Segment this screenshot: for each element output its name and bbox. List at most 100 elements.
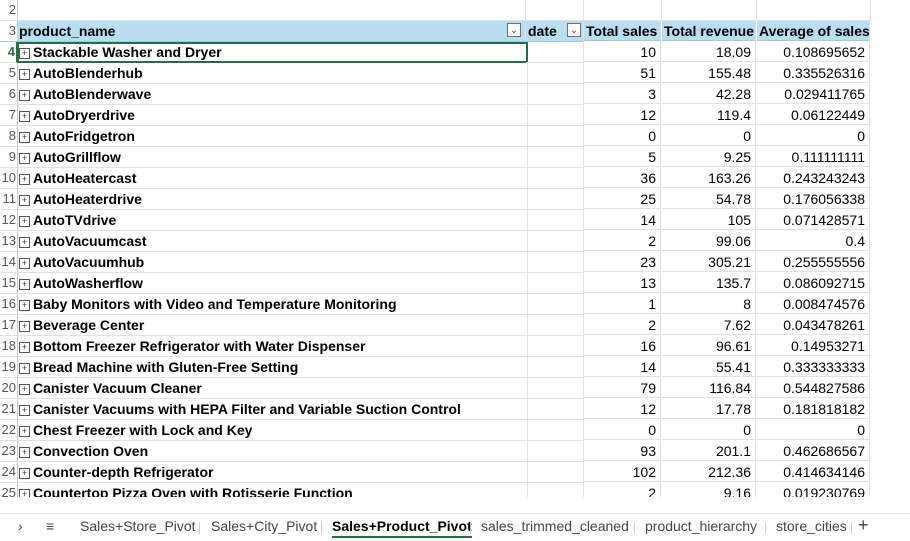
row-number[interactable]: 19 (0, 357, 18, 378)
total-sales-cell[interactable]: 10 (584, 42, 661, 62)
plus-icon[interactable]: + (858, 515, 869, 535)
expand-icon[interactable]: + (19, 468, 30, 479)
date-cell[interactable] (526, 441, 584, 462)
total-sales-cell[interactable]: 16 (584, 336, 661, 356)
product-name-cell[interactable]: + AutoVacuumhub (17, 252, 528, 273)
product-name-cell[interactable]: + AutoFridgetron (17, 126, 528, 147)
product-name-cell[interactable]: + AutoTVdrive (17, 210, 528, 231)
expand-icon[interactable]: + (19, 48, 30, 59)
row-number[interactable]: 25 (0, 483, 18, 497)
expand-icon[interactable]: + (19, 111, 30, 122)
date-cell[interactable] (526, 399, 584, 420)
average-of-sales-cell[interactable]: 0 (757, 126, 870, 146)
total-sales-cell[interactable]: 12 (584, 105, 661, 125)
total-revenue-cell[interactable]: 8 (662, 294, 756, 314)
total-sales-cell[interactable]: 2 (584, 231, 661, 251)
average-of-sales-cell[interactable]: 0.029411765 (757, 84, 870, 104)
average-of-sales-cell[interactable]: 0.544827586 (757, 378, 870, 398)
cell[interactable] (526, 0, 584, 21)
total-sales-cell[interactable]: 36 (584, 168, 661, 188)
row-number[interactable]: 8 (0, 126, 18, 147)
product-name-cell[interactable]: + AutoGrillflow (17, 147, 528, 168)
expand-icon[interactable]: + (19, 384, 30, 395)
row-number[interactable]: 7 (0, 105, 18, 126)
total-sales-cell[interactable]: 1 (584, 294, 661, 314)
row-number[interactable]: 4 (0, 42, 18, 63)
product-name-cell[interactable]: + Chest Freezer with Lock and Key (17, 420, 528, 441)
average-of-sales-cell[interactable]: 0.414634146 (757, 462, 870, 482)
average-of-sales-cell[interactable]: 0.008474576 (757, 294, 870, 314)
total-sales-cell[interactable]: 51 (584, 63, 661, 83)
row-number[interactable]: 6 (0, 84, 18, 105)
tab-store-cities[interactable]: store_cities (776, 518, 847, 534)
total-revenue-cell[interactable]: 0 (662, 420, 756, 440)
row-number[interactable]: 11 (0, 189, 18, 210)
total-revenue-cell[interactable]: 201.1 (662, 441, 756, 461)
expand-icon[interactable]: + (19, 195, 30, 206)
expand-icon[interactable]: + (19, 489, 30, 497)
average-of-sales-cell[interactable]: 0.243243243 (757, 168, 870, 188)
date-cell[interactable] (526, 210, 584, 231)
average-of-sales-cell[interactable]: 0.4 (757, 231, 870, 251)
product-name-cell[interactable]: + Canister Vacuums with HEPA Filter and V… (17, 399, 528, 420)
total-sales-cell[interactable]: 3 (584, 84, 661, 104)
total-sales-cell[interactable]: 102 (584, 462, 661, 482)
tab-product-hierarchy[interactable]: product_hierarchy (645, 518, 758, 534)
header-total-revenue[interactable]: Total revenue (662, 21, 756, 41)
expand-icon[interactable]: + (19, 153, 30, 164)
row-number[interactable]: 23 (0, 441, 18, 462)
product-name-cell[interactable]: + Baby Monitors with Video and Temperatur… (17, 294, 528, 315)
row-number[interactable]: 16 (0, 294, 18, 315)
tab-sales-city-pivot[interactable]: Sales+City_Pivot (211, 518, 318, 534)
total-sales-cell[interactable]: 14 (584, 357, 661, 377)
expand-icon[interactable]: + (19, 174, 30, 185)
total-revenue-cell[interactable]: 96.61 (662, 336, 756, 356)
date-cell[interactable] (526, 483, 584, 497)
spreadsheet-grid[interactable]: 2 3 product_name ⌄ date ⌄ Total sales To… (0, 0, 910, 497)
expand-icon[interactable]: + (19, 321, 30, 332)
product-name-cell[interactable]: + Countertop Pizza Oven with Rotisserie F… (17, 483, 528, 497)
total-revenue-cell[interactable]: 42.28 (662, 84, 756, 104)
total-revenue-cell[interactable]: 119.4 (662, 105, 756, 125)
date-cell[interactable] (526, 189, 584, 210)
total-revenue-cell[interactable]: 54.78 (662, 189, 756, 209)
header-date[interactable]: date ⌄ (526, 21, 584, 42)
row-number[interactable]: 22 (0, 420, 18, 441)
total-sales-cell[interactable]: 12 (584, 399, 661, 419)
hamburger-icon[interactable]: ≡ (46, 518, 55, 534)
header-average-of-sales[interactable]: Average of sales (757, 21, 870, 41)
total-revenue-cell[interactable]: 55.41 (662, 357, 756, 377)
product-name-cell[interactable]: + AutoHeaterdrive (17, 189, 528, 210)
average-of-sales-cell[interactable]: 0.071428571 (757, 210, 870, 230)
date-cell[interactable] (526, 462, 584, 483)
tab-sales-trimmed-cleaned[interactable]: sales_trimmed_cleaned (481, 518, 629, 534)
expand-icon[interactable]: + (19, 447, 30, 458)
row-number[interactable]: 10 (0, 168, 18, 189)
total-sales-cell[interactable]: 0 (584, 126, 661, 146)
average-of-sales-cell[interactable]: 0.333333333 (757, 357, 870, 377)
date-cell[interactable] (526, 273, 584, 294)
total-revenue-cell[interactable]: 9.16 (662, 483, 756, 497)
expand-icon[interactable]: + (19, 426, 30, 437)
total-sales-cell[interactable]: 5 (584, 147, 661, 167)
row-number[interactable]: 5 (0, 63, 18, 84)
total-sales-cell[interactable]: 2 (584, 315, 661, 335)
tab-sales-product-pivot[interactable]: Sales+Product_Pivot (332, 518, 472, 538)
total-sales-cell[interactable]: 79 (584, 378, 661, 398)
total-sales-cell[interactable]: 0 (584, 420, 661, 440)
total-sales-cell[interactable]: 2 (584, 483, 661, 497)
date-cell[interactable] (526, 336, 584, 357)
expand-icon[interactable]: + (19, 216, 30, 227)
average-of-sales-cell[interactable]: 0.019230769 (757, 483, 870, 497)
date-cell[interactable] (526, 168, 584, 189)
date-cell[interactable] (526, 63, 584, 84)
row-number[interactable]: 9 (0, 147, 18, 168)
total-revenue-cell[interactable]: 116.84 (662, 378, 756, 398)
row-number[interactable]: 18 (0, 336, 18, 357)
total-revenue-cell[interactable]: 7.62 (662, 315, 756, 335)
product-name-cell[interactable]: + Beverage Center (17, 315, 528, 336)
average-of-sales-cell[interactable]: 0.108695652 (757, 42, 870, 62)
expand-icon[interactable]: + (19, 132, 30, 143)
average-of-sales-cell[interactable]: 0 (757, 420, 870, 440)
date-cell[interactable] (526, 378, 584, 399)
